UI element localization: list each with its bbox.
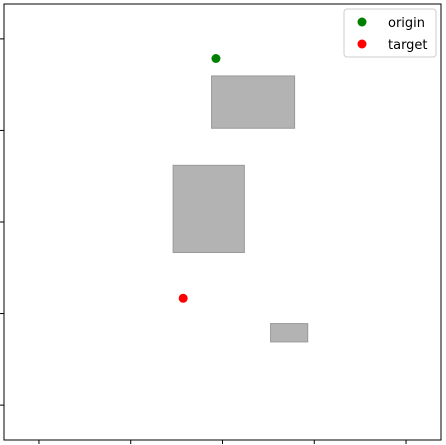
- obstacle-2: [172, 164, 245, 254]
- legend-box: [343, 8, 437, 58]
- ticks-layer: [0, 38, 407, 444]
- legend-label-target: target: [388, 38, 428, 53]
- legend-marker-target: [357, 39, 367, 49]
- target-point: [178, 293, 188, 303]
- obstacles-layer: [172, 75, 309, 343]
- obstacle-3: [270, 323, 309, 343]
- legend: origin target: [343, 8, 437, 58]
- legend-label-origin: origin: [388, 16, 425, 31]
- points-layer: [178, 54, 221, 303]
- origin-point: [211, 54, 221, 63]
- legend-marker-origin: [357, 17, 367, 27]
- obstacle-1: [211, 75, 296, 129]
